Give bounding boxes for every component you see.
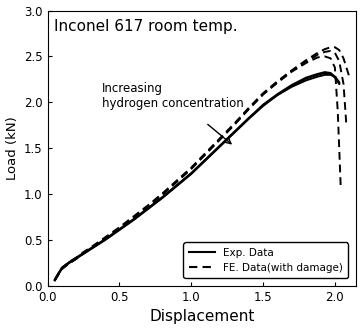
FE. Data(with damage) xyxy=(290,68,294,72)
Exp. Data xyxy=(60,266,64,270)
FE. Data(with damage) xyxy=(189,166,193,170)
Exp. Data xyxy=(304,78,308,82)
Exp. Data xyxy=(52,278,57,281)
Exp. Data xyxy=(337,80,341,84)
Exp. Data xyxy=(189,171,193,175)
FE. Data(with damage) xyxy=(60,266,64,270)
Exp. Data xyxy=(323,73,327,77)
FE. Data(with damage) xyxy=(218,136,222,140)
FE. Data(with damage) xyxy=(333,45,337,49)
Exp. Data xyxy=(57,270,61,274)
Exp. Data xyxy=(175,183,179,187)
Line: FE. Data(with damage): FE. Data(with damage) xyxy=(55,47,349,280)
Exp. Data xyxy=(275,93,279,97)
FE. Data(with damage) xyxy=(57,270,61,274)
Exp. Data xyxy=(81,251,86,255)
FE. Data(with damage) xyxy=(323,47,327,51)
FE. Data(with damage) xyxy=(328,45,333,49)
Exp. Data xyxy=(333,75,337,79)
FE. Data(with damage) xyxy=(316,51,320,55)
Legend: Exp. Data, FE. Data(with damage): Exp. Data, FE. Data(with damage) xyxy=(184,243,348,278)
FE. Data(with damage) xyxy=(347,75,352,79)
FE. Data(with damage) xyxy=(337,48,341,52)
X-axis label: Displacement: Displacement xyxy=(150,310,255,324)
FE. Data(with damage) xyxy=(117,225,122,229)
Exp. Data xyxy=(261,103,265,107)
Exp. Data xyxy=(232,130,236,134)
FE. Data(with damage) xyxy=(81,250,86,254)
Exp. Data xyxy=(117,227,122,231)
FE. Data(with damage) xyxy=(160,191,165,195)
FE. Data(with damage) xyxy=(232,121,236,125)
Exp. Data xyxy=(160,195,165,199)
Exp. Data xyxy=(132,217,136,221)
Exp. Data xyxy=(74,255,79,259)
Exp. Data xyxy=(290,85,294,89)
FE. Data(with damage) xyxy=(74,255,79,259)
Text: Inconel 617 room temp.: Inconel 617 room temp. xyxy=(54,19,237,34)
Exp. Data xyxy=(89,247,93,250)
FE. Data(with damage) xyxy=(275,79,279,83)
Line: Exp. Data: Exp. Data xyxy=(55,75,339,280)
FE. Data(with damage) xyxy=(203,151,208,155)
FE. Data(with damage) xyxy=(304,58,308,62)
FE. Data(with damage) xyxy=(103,235,107,239)
Exp. Data xyxy=(67,260,71,264)
FE. Data(with damage) xyxy=(261,91,265,95)
Exp. Data xyxy=(247,116,251,120)
FE. Data(with damage) xyxy=(67,260,71,264)
FE. Data(with damage) xyxy=(89,246,93,249)
FE. Data(with damage) xyxy=(132,214,136,218)
Exp. Data xyxy=(146,206,150,210)
Text: Increasing
hydrogen concentration: Increasing hydrogen concentration xyxy=(102,82,244,110)
Y-axis label: Load (kN): Load (kN) xyxy=(5,116,18,180)
Exp. Data xyxy=(328,73,333,77)
FE. Data(with damage) xyxy=(52,278,57,281)
FE. Data(with damage) xyxy=(146,203,150,207)
Exp. Data xyxy=(316,75,320,79)
Exp. Data xyxy=(103,237,107,241)
Exp. Data xyxy=(218,144,222,148)
Exp. Data xyxy=(203,157,208,161)
FE. Data(with damage) xyxy=(341,56,346,60)
FE. Data(with damage) xyxy=(247,106,251,110)
FE. Data(with damage) xyxy=(175,179,179,182)
